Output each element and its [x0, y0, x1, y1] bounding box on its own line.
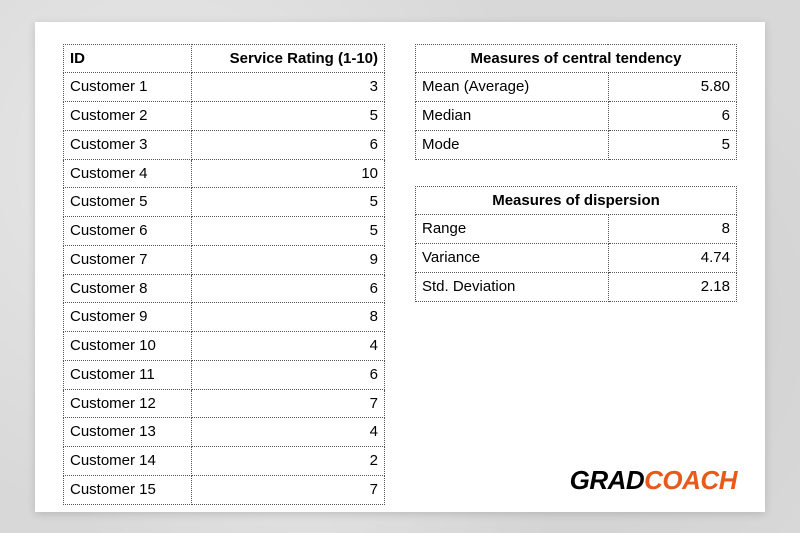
- table-row: Customer 142: [64, 447, 385, 476]
- left-column: ID Service Rating (1-10) Customer 13Cust…: [63, 44, 385, 494]
- table-row: Median6: [416, 102, 737, 131]
- stat-value-cell: 6: [608, 102, 736, 131]
- card: ID Service Rating (1-10) Customer 13Cust…: [35, 22, 765, 512]
- customer-ratings-table: ID Service Rating (1-10) Customer 13Cust…: [63, 44, 385, 505]
- customer-id-cell: Customer 7: [64, 245, 192, 274]
- customer-id-cell: Customer 8: [64, 274, 192, 303]
- right-column: Measures of central tendency Mean (Avera…: [415, 44, 737, 494]
- customer-id-cell: Customer 13: [64, 418, 192, 447]
- dispersion-table: Measures of dispersion Range8Variance4.7…: [415, 186, 737, 302]
- table-row: Customer 13: [64, 73, 385, 102]
- table-row: Customer 410: [64, 159, 385, 188]
- customer-id-cell: Customer 10: [64, 332, 192, 361]
- stat-label-cell: Std. Deviation: [416, 272, 609, 301]
- stat-label-cell: Median: [416, 102, 609, 131]
- rating-cell: 9: [192, 245, 385, 274]
- rating-cell: 2: [192, 447, 385, 476]
- rating-cell: 10: [192, 159, 385, 188]
- table-row: Customer 36: [64, 130, 385, 159]
- table-row: Customer 79: [64, 245, 385, 274]
- table-row: Mode5: [416, 130, 737, 159]
- rating-cell: 6: [192, 130, 385, 159]
- rating-cell: 4: [192, 418, 385, 447]
- stat-label-cell: Mode: [416, 130, 609, 159]
- customer-id-cell: Customer 3: [64, 130, 192, 159]
- table-row: Customer 86: [64, 274, 385, 303]
- table-row: Customer 157: [64, 475, 385, 504]
- table-row: Range8: [416, 215, 737, 244]
- table-row: Std. Deviation2.18: [416, 272, 737, 301]
- table-row: Variance4.74: [416, 244, 737, 273]
- central-tendency-table: Measures of central tendency Mean (Avera…: [415, 44, 737, 160]
- gradcoach-logo: GRADCOACH: [570, 465, 737, 496]
- rating-cell: 4: [192, 332, 385, 361]
- customer-id-cell: Customer 15: [64, 475, 192, 504]
- stat-value-cell: 4.74: [608, 244, 736, 273]
- customer-id-cell: Customer 11: [64, 360, 192, 389]
- stat-value-cell: 5.80: [608, 73, 736, 102]
- customer-id-cell: Customer 9: [64, 303, 192, 332]
- table-row: Customer 134: [64, 418, 385, 447]
- stat-value-cell: 5: [608, 130, 736, 159]
- stat-label-cell: Range: [416, 215, 609, 244]
- rating-cell: 6: [192, 360, 385, 389]
- customer-id-cell: Customer 6: [64, 217, 192, 246]
- table-row: Customer 104: [64, 332, 385, 361]
- table-row: Customer 98: [64, 303, 385, 332]
- table-row: Customer 127: [64, 389, 385, 418]
- stat-value-cell: 8: [608, 215, 736, 244]
- stat-value-cell: 2.18: [608, 272, 736, 301]
- table-row: Customer 55: [64, 188, 385, 217]
- dispersion-title: Measures of dispersion: [416, 186, 737, 215]
- logo-part2: COACH: [644, 465, 737, 495]
- rating-cell: 5: [192, 217, 385, 246]
- rating-cell: 7: [192, 389, 385, 418]
- header-id: ID: [64, 44, 192, 73]
- logo-part1: GRAD: [570, 465, 645, 495]
- table-row: Customer 25: [64, 102, 385, 131]
- customer-id-cell: Customer 4: [64, 159, 192, 188]
- table-row: Customer 65: [64, 217, 385, 246]
- customer-id-cell: Customer 1: [64, 73, 192, 102]
- central-tendency-title: Measures of central tendency: [416, 44, 737, 73]
- customer-id-cell: Customer 14: [64, 447, 192, 476]
- header-rating: Service Rating (1-10): [192, 44, 385, 73]
- customer-id-cell: Customer 12: [64, 389, 192, 418]
- rating-cell: 6: [192, 274, 385, 303]
- rating-cell: 8: [192, 303, 385, 332]
- customer-id-cell: Customer 2: [64, 102, 192, 131]
- table-row: Mean (Average)5.80: [416, 73, 737, 102]
- table-row: Customer 116: [64, 360, 385, 389]
- table-header-row: Measures of dispersion: [416, 186, 737, 215]
- table-header-row: ID Service Rating (1-10): [64, 44, 385, 73]
- stat-label-cell: Mean (Average): [416, 73, 609, 102]
- rating-cell: 3: [192, 73, 385, 102]
- rating-cell: 5: [192, 188, 385, 217]
- rating-cell: 5: [192, 102, 385, 131]
- stat-label-cell: Variance: [416, 244, 609, 273]
- table-header-row: Measures of central tendency: [416, 44, 737, 73]
- rating-cell: 7: [192, 475, 385, 504]
- customer-id-cell: Customer 5: [64, 188, 192, 217]
